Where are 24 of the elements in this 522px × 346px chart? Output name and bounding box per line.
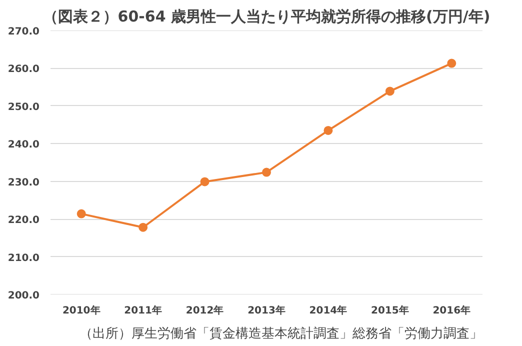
y-tick-label: 250.0 — [8, 102, 40, 113]
y-tick-label: 260.0 — [8, 64, 40, 76]
y-tick-label: 210.0 — [8, 252, 40, 264]
y-tick-label: 240.0 — [8, 140, 40, 151]
point — [447, 58, 456, 68]
point — [262, 168, 271, 177]
y-tick-label: 220.0 — [8, 215, 40, 226]
x-tick-label: 2013年 — [248, 304, 286, 316]
x-tick-label: 2014年 — [309, 304, 348, 316]
x-tick-label: 2012年 — [186, 304, 224, 316]
point — [200, 177, 210, 186]
chart-title: （図表２）60-64 歳男性一人当たり平均就労所得の推移(万円/年) — [42, 8, 490, 26]
x-tick-label: 2011年 — [124, 304, 162, 316]
x-tick-label: 2016年 — [432, 304, 471, 316]
point — [138, 222, 148, 232]
y-tick-label: 200.0 — [8, 290, 40, 302]
point — [324, 126, 333, 135]
x-tick-label: 2015年 — [371, 304, 409, 316]
point — [76, 209, 86, 218]
y-tick-label: 230.0 — [8, 177, 40, 188]
y-tick-label: 270.0 — [8, 26, 40, 38]
x-tick-label: 2010年 — [62, 304, 100, 316]
point — [385, 86, 394, 96]
text: （出所）厚生労働省「賃金構造基本統計調査」総務省「労働力調査」 — [80, 326, 482, 342]
